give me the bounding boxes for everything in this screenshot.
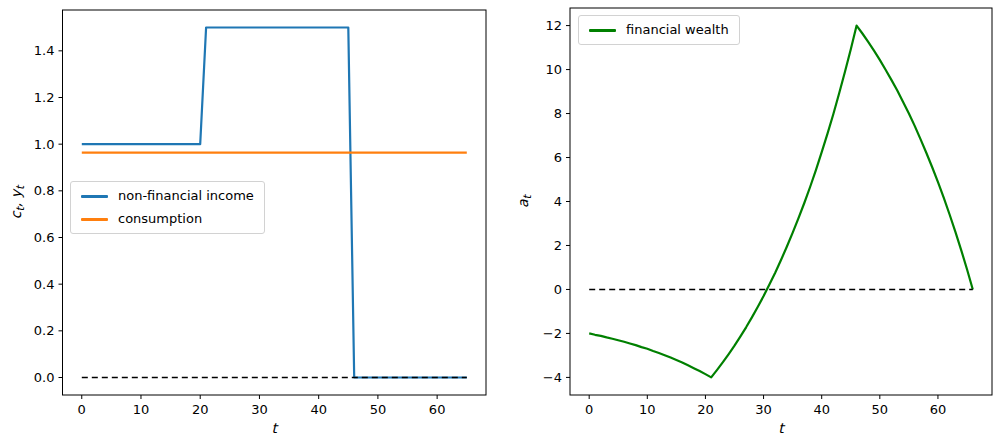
legend-label: non-financial income <box>118 188 254 204</box>
x-axis-label: t <box>778 420 786 436</box>
y-tick-label: 1.2 <box>34 90 55 105</box>
x-tick-label: 20 <box>192 402 209 417</box>
y-tick-label: −2 <box>543 326 562 341</box>
right-legend: financial wealth <box>578 15 740 45</box>
figure: 01020304050600.00.20.40.60.81.01.21.4tct… <box>0 0 1002 448</box>
x-tick-label: 30 <box>755 402 772 417</box>
y-tick-label: 1.0 <box>34 137 55 152</box>
x-tick-label: 40 <box>310 402 327 417</box>
legend-label: consumption <box>118 211 202 227</box>
x-tick-label: 0 <box>585 402 593 417</box>
y-tick-label: 12 <box>545 18 562 33</box>
x-tick-label: 20 <box>697 402 714 417</box>
x-tick-label: 30 <box>251 402 268 417</box>
x-tick-label: 10 <box>639 402 656 417</box>
x-tick-label: 0 <box>78 402 86 417</box>
legend-item: financial wealth <box>589 22 729 38</box>
left-legend: non-financial income consumption <box>70 181 265 234</box>
y-tick-label: 10 <box>545 62 562 77</box>
legend-item: consumption <box>81 211 254 227</box>
y-tick-label: 0.6 <box>34 230 55 245</box>
legend-line-swatch <box>589 29 616 32</box>
x-tick-label: 60 <box>930 402 947 417</box>
y-tick-label: 8 <box>554 106 562 121</box>
y-tick-label: 4 <box>554 194 562 209</box>
y-tick-label: 6 <box>554 150 562 165</box>
y-tick-label: 1.4 <box>34 43 55 58</box>
legend-line-swatch <box>81 195 108 198</box>
axes-frame <box>570 8 992 395</box>
legend-item: non-financial income <box>81 188 254 204</box>
x-tick-label: 50 <box>370 402 387 417</box>
y-axis-label: at <box>515 193 534 208</box>
x-tick-label: 40 <box>813 402 830 417</box>
legend-label: financial wealth <box>626 22 729 38</box>
x-tick-label: 50 <box>872 402 889 417</box>
x-tick-label: 10 <box>133 402 150 417</box>
y-tick-label: −4 <box>543 370 562 385</box>
right-chart-financial-wealth: 0 10 20 30 40 50 60 −4 −2 0 2 4 6 8 10 12 t at <box>501 0 1002 448</box>
x-axis-label: t <box>272 420 280 436</box>
y-tick-label: 0.0 <box>34 370 55 385</box>
y-axis-label: ct, yt <box>8 184 27 219</box>
y-tick-label: 0.4 <box>34 277 55 292</box>
y-tick-label: 2 <box>554 238 562 253</box>
series-financial-wealth <box>589 26 973 378</box>
y-tick-label: 0.2 <box>34 323 55 338</box>
x-tick-label: 60 <box>429 402 446 417</box>
y-tick-label: 0 <box>554 282 562 297</box>
legend-line-swatch <box>81 218 108 221</box>
y-tick-label: 0.8 <box>34 183 55 198</box>
